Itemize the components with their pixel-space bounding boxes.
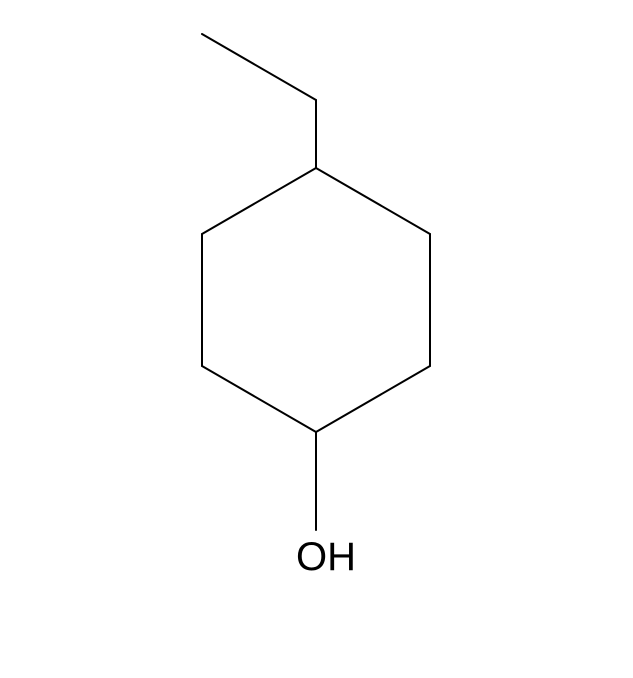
bond xyxy=(316,168,430,234)
bonds-group xyxy=(202,34,430,530)
molecule-canvas: OH xyxy=(0,0,633,678)
labels-group: OH xyxy=(296,535,356,579)
bond xyxy=(316,366,430,432)
atom-label: OH xyxy=(296,535,356,579)
bond xyxy=(202,366,316,432)
bond xyxy=(202,168,316,234)
bond xyxy=(202,34,316,100)
